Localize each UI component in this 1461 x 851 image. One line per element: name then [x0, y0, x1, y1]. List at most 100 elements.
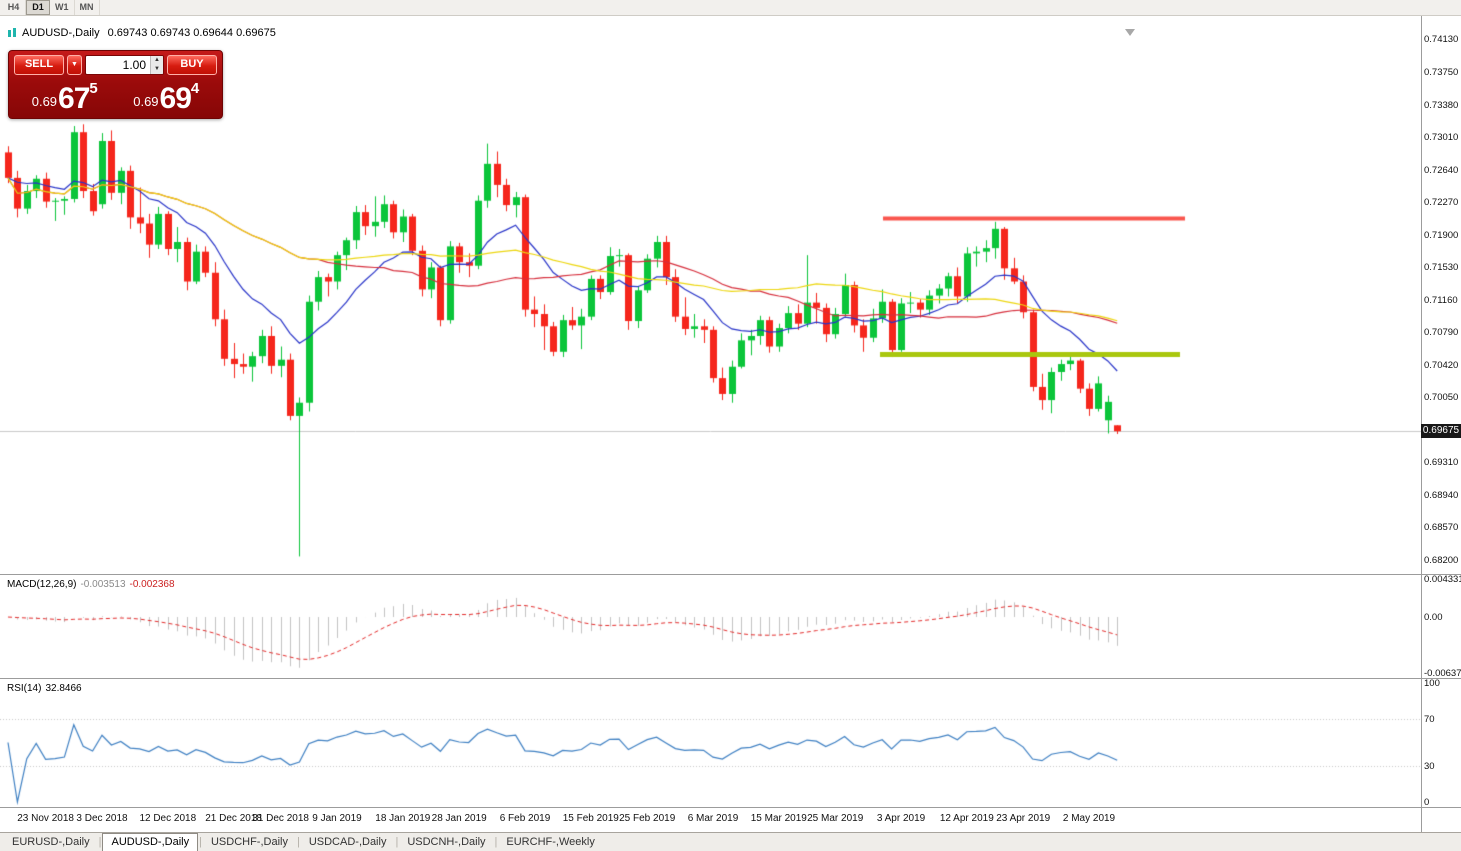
chart-tab-eurusd-daily[interactable]: EURUSD-,Daily — [12, 836, 90, 848]
timeframe-button-h4[interactable]: H4 — [2, 0, 26, 15]
date-axis-label: 25 Mar 2019 — [807, 813, 864, 824]
price-axis-label: 0.68570 — [1424, 522, 1459, 534]
chart-tab-usdcad-daily[interactable]: USDCAD-,Daily — [308, 836, 387, 848]
buy-button[interactable]: BUY — [167, 55, 217, 75]
date-axis-label: 6 Feb 2019 — [499, 813, 551, 824]
chart-tab-bar: EURUSD-,Daily | AUDUSD-,Daily | USDCHF-,Dail… — [0, 832, 1461, 851]
price-axis-label: 0.72270 — [1424, 197, 1459, 209]
rsi-axis-label: 0 — [1424, 797, 1430, 808]
chart-window: 0.74130 0.73750 0.73380 0.73010 0.72640 0.722… — [0, 16, 1461, 832]
macd-name: MACD(12,26,9) — [7, 579, 77, 590]
price-axis-label: 0.72640 — [1424, 164, 1459, 176]
timeframe-button-w1[interactable]: W1 — [50, 0, 75, 15]
timeframe-button-mn[interactable]: MN — [75, 0, 100, 15]
macd-axis: 0.004331 0.00 -0.006373 — [1424, 574, 1461, 679]
volume-spinner: ▲ ▼ — [150, 56, 163, 74]
sell-price-point: 5 — [89, 80, 98, 97]
price-axis-label: 0.68940 — [1424, 489, 1459, 501]
symbol-ohlc: 0.69743 0.69743 0.69644 0.69675 — [107, 27, 276, 39]
date-axis-label: 12 Apr 2019 — [939, 813, 994, 824]
axis-border — [1421, 16, 1422, 832]
rsi-name: RSI(14) — [7, 683, 42, 694]
date-axis-label: 2 May 2019 — [1062, 813, 1116, 824]
tab-separator: | — [199, 836, 202, 848]
timeframe-toolbar: H4 D1 W1 MN — [0, 0, 1461, 16]
date-axis-label: 18 Jan 2019 — [375, 813, 431, 824]
date-axis: 23 Nov 2018 3 Dec 2018 12 Dec 2018 21 Dec 2… — [0, 808, 1421, 832]
price-axis-label: 0.70790 — [1424, 327, 1459, 339]
rsi-axis-label: 30 — [1424, 761, 1435, 773]
date-axis-label: 25 Feb 2019 — [619, 813, 676, 824]
date-axis-label: 15 Mar 2019 — [750, 813, 807, 824]
chevron-down-icon: ▼ — [71, 61, 78, 68]
price-axis-label: 0.71900 — [1424, 229, 1459, 241]
chart-tab-eurchf-weekly[interactable]: EURCHF-,Weekly — [506, 836, 595, 848]
rsi-axis-label: 100 — [1424, 678, 1440, 689]
date-axis-label: 3 Dec 2018 — [76, 813, 128, 824]
macd-main-value: -0.003513 — [80, 579, 126, 590]
pane-separator[interactable] — [0, 574, 1461, 575]
sell-price-base: 0.69 — [31, 94, 58, 109]
date-axis-label: 23 Apr 2019 — [996, 813, 1051, 824]
buy-price[interactable]: 0.69 69 4 — [116, 77, 218, 115]
price-axis-label: 0.68200 — [1424, 554, 1459, 566]
sell-price-pips: 67 — [58, 82, 90, 115]
date-axis-label: 15 Feb 2019 — [562, 813, 619, 824]
date-axis-label: 23 Nov 2018 — [17, 813, 74, 824]
price-axis-label: 0.73010 — [1424, 132, 1459, 144]
buy-price-point: 4 — [190, 80, 200, 97]
macd-axis-label: -0.006373 — [1424, 668, 1461, 679]
price-axis-label: 0.73380 — [1424, 99, 1459, 111]
buy-price-base: 0.69 — [133, 94, 159, 109]
symbol-name: AUDUSD-,Daily — [22, 27, 100, 39]
volume-value[interactable]: 1.00 — [122, 58, 146, 72]
chart-tab-audusd-daily[interactable]: AUDUSD-,Daily — [102, 833, 199, 851]
date-axis-label: 6 Mar 2019 — [687, 813, 739, 824]
chart-title: AUDUSD-,Daily 0.69743 0.69743 0.69644 0.… — [7, 27, 276, 39]
rsi-label: RSI(14) 32.8466 — [7, 683, 82, 694]
date-axis-label: 21 Dec 2018 — [205, 813, 262, 824]
price-axis-label: 0.70420 — [1424, 359, 1459, 371]
volume-dropdown-button[interactable]: ▼ — [67, 55, 82, 75]
chart-icon — [7, 28, 17, 38]
price-chart-canvas[interactable] — [0, 16, 1421, 574]
sell-button[interactable]: SELL — [14, 55, 64, 75]
macd-label: MACD(12,26,9) -0.003513 -0.002368 — [7, 579, 175, 590]
trade-panel-quotes: 0.69 67 5 0.69 69 4 — [14, 77, 217, 115]
timeframe-button-d1[interactable]: D1 — [26, 0, 50, 15]
tab-separator: | — [296, 836, 300, 848]
one-click-trading-panel: SELL ▼ 1.00 ▲ ▼ BUY 0.69 67 5 0.69 69 — [8, 50, 223, 119]
tab-separator: | — [98, 836, 102, 848]
chart-shift-marker-icon — [1125, 29, 1135, 36]
date-axis-label: 28 Jan 2019 — [431, 813, 487, 824]
macd-signal-value: -0.002368 — [129, 579, 175, 590]
chart-tab-usdchf-daily[interactable]: USDCHF-,Daily — [210, 836, 288, 848]
chart-tab-usdcnh-daily[interactable]: USDCNH-,Daily — [407, 836, 486, 848]
tab-separator: | — [494, 836, 498, 848]
pane-separator[interactable] — [0, 678, 1461, 679]
sell-price[interactable]: 0.69 67 5 — [14, 77, 116, 115]
date-axis-label: 3 Apr 2019 — [876, 813, 926, 824]
rsi-axis: 100 70 30 0 — [1424, 678, 1461, 808]
rsi-axis-label: 70 — [1424, 713, 1435, 725]
current-price-badge: 0.69675 — [1421, 424, 1461, 439]
trade-panel-controls: SELL ▼ 1.00 ▲ ▼ BUY — [14, 55, 217, 75]
rsi-indicator-canvas[interactable] — [0, 679, 1421, 807]
date-axis-label: 12 Dec 2018 — [139, 813, 197, 824]
price-axis-label: 0.71160 — [1424, 294, 1458, 306]
date-axis-label: 31 Dec 2018 — [252, 813, 309, 824]
price-axis-label: 0.74130 — [1424, 33, 1459, 45]
volume-decrease-button[interactable]: ▼ — [151, 65, 163, 74]
pane-separator[interactable] — [0, 807, 1461, 808]
price-axis-label: 0.71530 — [1424, 262, 1459, 274]
rsi-value: 32.8466 — [45, 683, 82, 694]
volume-input[interactable]: 1.00 ▲ ▼ — [85, 55, 164, 75]
price-axis-label: 0.70050 — [1424, 392, 1459, 404]
tab-separator: | — [395, 836, 399, 848]
price-axis-label: 0.69310 — [1424, 457, 1459, 469]
buy-price-pips: 69 — [159, 82, 192, 115]
macd-indicator-canvas[interactable] — [0, 575, 1421, 678]
volume-increase-button[interactable]: ▲ — [151, 56, 163, 65]
macd-axis-label: 0.00 — [1424, 612, 1443, 624]
price-axis: 0.74130 0.73750 0.73380 0.73010 0.72640 0.722… — [1424, 16, 1461, 574]
